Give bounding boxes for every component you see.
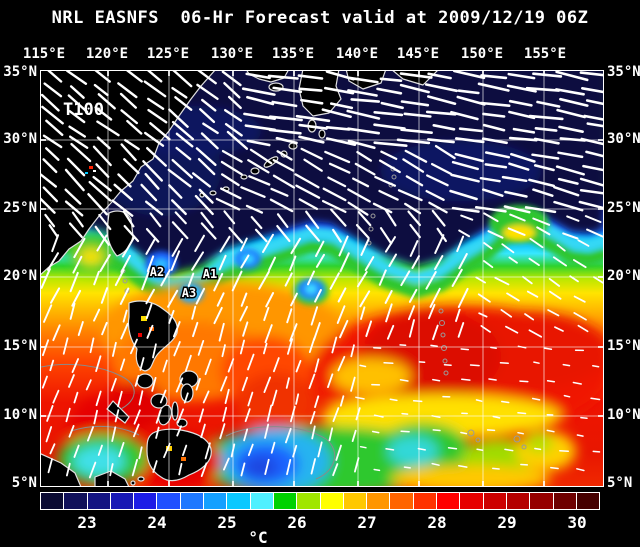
lon-tick-150e: 150°E xyxy=(461,46,503,62)
colorbar-cell xyxy=(41,493,64,509)
colorbar-cell xyxy=(88,493,111,509)
colorbar-tick-24: 24 xyxy=(147,513,166,532)
colorbar-tick-25: 25 xyxy=(217,513,236,532)
colorbar-cell xyxy=(414,493,437,509)
colorbar-cell xyxy=(274,493,297,509)
lon-tick-120e: 120°E xyxy=(86,46,128,62)
colorbar-cell xyxy=(507,493,530,509)
lat-tick-right-15n: 15°N xyxy=(607,338,640,354)
colorbar-cell xyxy=(344,493,367,509)
colorbar-cell xyxy=(460,493,483,509)
colorbar-tick-27: 27 xyxy=(357,513,376,532)
forecast-map: T100 A2 A1 A3 xyxy=(40,70,604,487)
lon-tick-115e: 115°E xyxy=(23,46,65,62)
lat-tick-left-15n: 15°N xyxy=(0,338,37,354)
colorbar-cell xyxy=(390,493,413,509)
page-title: NRL EASNFS 06-Hr Forecast valid at 2009/… xyxy=(0,8,640,28)
land-mindoro xyxy=(137,374,153,388)
lat-tick-right-35n: 35°N xyxy=(607,64,640,80)
sst-field-plot: T100 A2 A1 A3 xyxy=(41,71,603,486)
lon-tick-155e: 155°E xyxy=(524,46,566,62)
lat-tick-left-25n: 25°N xyxy=(0,200,37,216)
lat-tick-left-5n: 5°N xyxy=(0,475,37,491)
colorbar-cell xyxy=(157,493,180,509)
colorbar-cell xyxy=(321,493,344,509)
lon-tick-140e: 140°E xyxy=(336,46,378,62)
colorbar-cell xyxy=(204,493,227,509)
colorbar-tick-26: 26 xyxy=(287,513,306,532)
lat-tick-right-5n: 5°N xyxy=(607,475,632,491)
lon-tick-130e: 130°E xyxy=(211,46,253,62)
lat-tick-left-30n: 30°N xyxy=(0,131,37,147)
colorbar-cell xyxy=(251,493,274,509)
eddy-label-a1: A1 xyxy=(203,267,217,281)
colorbar-cell xyxy=(111,493,134,509)
colorbar-cell xyxy=(297,493,320,509)
colorbar-cell xyxy=(181,493,204,509)
lat-tick-left-10n: 10°N xyxy=(0,407,37,423)
colorbar-cell xyxy=(227,493,250,509)
lat-tick-right-25n: 25°N xyxy=(607,200,640,216)
colorbar-cell xyxy=(134,493,157,509)
colorbar-cell xyxy=(484,493,507,509)
colorbar-cell xyxy=(64,493,87,509)
colorbar-tick-29: 29 xyxy=(497,513,516,532)
colorbar-cell xyxy=(437,493,460,509)
colorbar-tick-30: 30 xyxy=(567,513,586,532)
lon-tick-125e: 125°E xyxy=(147,46,189,62)
colorbar-tick-23: 23 xyxy=(77,513,96,532)
lat-tick-right-30n: 30°N xyxy=(607,131,640,147)
colorbar-cell xyxy=(530,493,553,509)
lat-tick-left-20n: 20°N xyxy=(0,268,37,284)
lat-tick-right-20n: 20°N xyxy=(607,268,640,284)
eddy-label-a3: A3 xyxy=(182,286,196,300)
colorbar-cell xyxy=(367,493,390,509)
eddy-label-a2: A2 xyxy=(150,265,164,279)
colorbar-tick-28: 28 xyxy=(427,513,446,532)
lat-tick-left-35n: 35°N xyxy=(0,64,37,80)
field-label-t100: T100 xyxy=(63,100,104,120)
lon-tick-135e: 135°E xyxy=(272,46,314,62)
colorbar xyxy=(40,492,600,510)
colorbar-cell xyxy=(554,493,577,509)
colorbar-cell xyxy=(577,493,599,509)
lat-tick-right-10n: 10°N xyxy=(607,407,640,423)
lon-tick-145e: 145°E xyxy=(397,46,439,62)
colorbar-unit: °C xyxy=(248,528,267,547)
